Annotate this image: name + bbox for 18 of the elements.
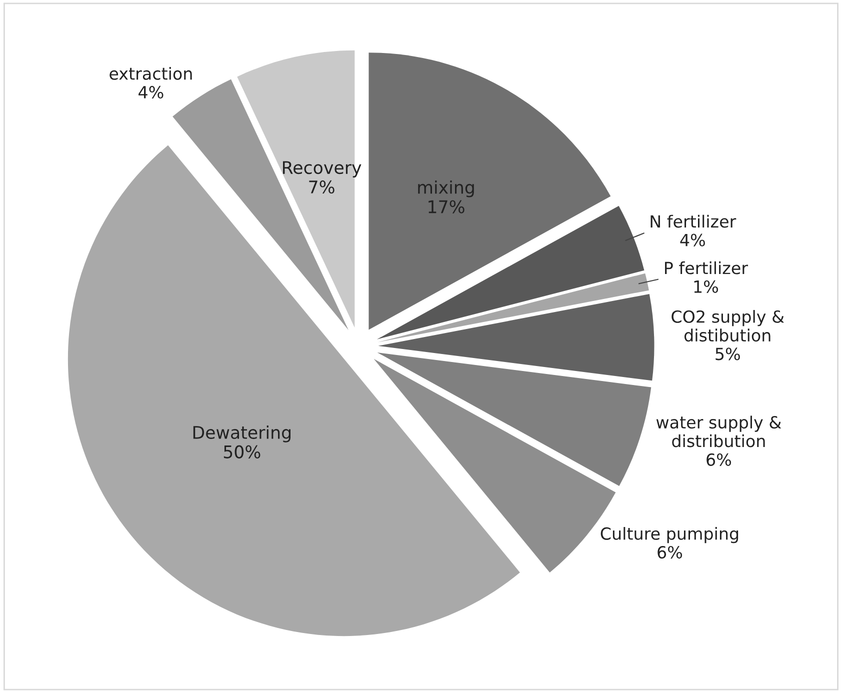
slice-label: mixing xyxy=(418,180,474,198)
data-label: 4% xyxy=(680,234,705,246)
data-label: 1% xyxy=(694,280,718,293)
data-label: 7% xyxy=(309,180,334,194)
data-label: 50% xyxy=(224,445,260,458)
data-label: 6% xyxy=(658,546,682,559)
data-label: 6% xyxy=(706,453,731,466)
slice-label: P fertilizer xyxy=(665,261,748,274)
slice-label: Culture pumping xyxy=(600,527,738,544)
slice-label: CO2 supply & distibution xyxy=(672,310,784,342)
slice-label: N fertilizer xyxy=(650,214,736,228)
data-label: 5% xyxy=(716,348,740,360)
slice-label: Dewatering xyxy=(193,426,290,442)
slice-label: water supply & distribution xyxy=(656,416,782,448)
slice-label: extraction xyxy=(110,66,192,80)
data-label: 17% xyxy=(428,200,464,214)
data-label: 4% xyxy=(138,86,164,99)
slice-label: Recovery xyxy=(283,161,362,178)
